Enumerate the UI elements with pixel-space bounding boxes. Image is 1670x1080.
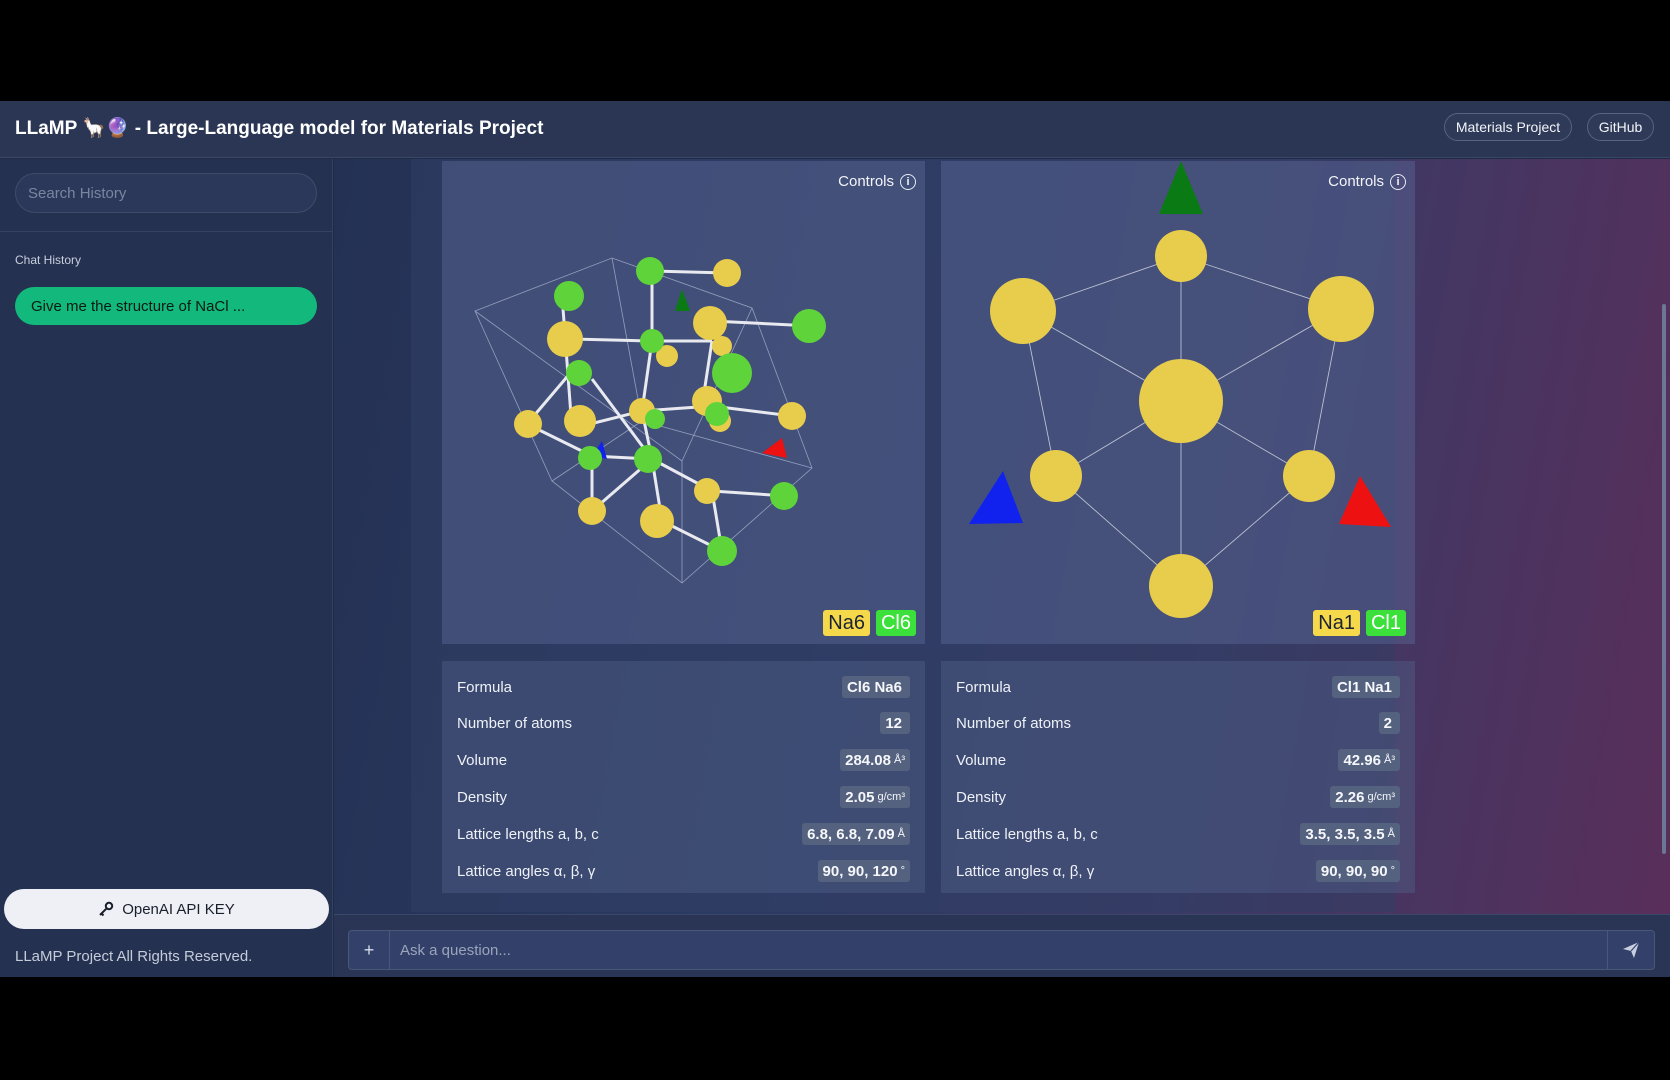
structure-properties-nacl-6: Formula Cl6 Na6 Number of atoms 12 Volum…: [442, 661, 925, 893]
openai-api-key-label: OpenAI API KEY: [122, 900, 235, 918]
property-value: 90, 90, 120 °: [817, 860, 910, 882]
info-icon: i: [1390, 173, 1406, 190]
openai-api-key-button[interactable]: OpenAI API KEY: [4, 889, 329, 929]
info-icon: i: [900, 173, 916, 190]
property-label: Number of atoms: [956, 715, 1072, 732]
property-label: Formula: [457, 679, 513, 696]
structure-properties-nacl-1: Formula Cl1 Na1 Number of atoms 2 Volume…: [941, 661, 1415, 893]
property-value: Cl1 Na1: [1331, 676, 1400, 698]
search-history-input[interactable]: [15, 173, 317, 213]
controls-label: Controls: [838, 173, 894, 190]
property-row: Formula Cl6 Na6: [442, 671, 925, 705]
chlorine-badge: Cl6: [875, 610, 916, 636]
crystal-structure-3d: [969, 161, 1391, 618]
main-panel: Controls i: [334, 159, 1670, 977]
controls-label: Controls: [1328, 173, 1384, 190]
top-header: LLaMP 🦙🔮 - Large-Language model for Mate…: [0, 101, 1670, 158]
key-icon: [99, 901, 114, 917]
property-label: Volume: [457, 752, 508, 769]
chat-history-item-label: Give me the structure of NaCl ...: [31, 297, 246, 315]
sodium-badge: Na6: [823, 610, 870, 636]
property-row: Lattice angles α, β, γ 90, 90, 120 °: [442, 855, 925, 889]
github-link[interactable]: GitHub: [1587, 113, 1654, 141]
app-window: LLaMP 🦙🔮 - Large-Language model for Mate…: [0, 101, 1670, 977]
property-row: Number of atoms 2: [941, 707, 1415, 741]
property-row: Volume 284.08 Å³: [442, 744, 925, 778]
property-value: 2.26 g/cm³: [1330, 786, 1400, 808]
ask-question-input[interactable]: [390, 931, 1540, 969]
structure-viewer-nacl-6[interactable]: Controls i: [442, 161, 925, 644]
property-label: Number of atoms: [457, 715, 573, 732]
chat-input-box: +: [348, 930, 1655, 970]
property-value: 2: [1378, 712, 1400, 734]
property-label: Volume: [956, 752, 1007, 769]
property-row: Lattice lengths a, b, c 3.5, 3.5, 3.5 Å: [941, 818, 1415, 852]
property-row: Formula Cl1 Na1: [941, 671, 1415, 705]
structure-viewer-nacl-1[interactable]: Controls i: [941, 161, 1415, 644]
property-value: 3.5, 3.5, 3.5 Å: [1300, 823, 1400, 845]
crystal-structure-3d: [474, 257, 826, 584]
property-label: Lattice angles α, β, γ: [956, 863, 1095, 880]
property-row: Density 2.05 g/cm³: [442, 781, 925, 815]
chat-message-area: Controls i: [411, 159, 1415, 912]
property-label: Lattice angles α, β, γ: [457, 863, 596, 880]
property-row: Lattice lengths a, b, c 6.8, 6.8, 7.09 Å: [442, 818, 925, 852]
property-row: Number of atoms 12: [442, 707, 925, 741]
property-value: 6.8, 6.8, 7.09 Å: [802, 823, 910, 845]
app-title: LLaMP 🦙🔮 - Large-Language model for Mate…: [15, 118, 544, 139]
chat-history-item[interactable]: Give me the structure of NaCl ...: [15, 287, 317, 325]
property-label: Formula: [956, 679, 1012, 696]
footer-text: LLaMP Project All Rights Reserved.: [15, 948, 253, 965]
property-value: 42.96 Å³: [1338, 749, 1400, 771]
element-badges: Na1 Cl1: [1313, 610, 1406, 636]
scrollbar[interactable]: [1662, 304, 1666, 854]
chat-input-bar: +: [334, 914, 1670, 977]
plus-icon: +: [363, 939, 375, 960]
chat-history-label: Chat History: [15, 253, 82, 267]
element-badges: Na6 Cl6: [823, 610, 916, 636]
property-value: 2.05 g/cm³: [840, 786, 910, 808]
property-row: Density 2.26 g/cm³: [941, 781, 1415, 815]
property-row: Lattice angles α, β, γ 90, 90, 90 °: [941, 855, 1415, 889]
add-attachment-button[interactable]: +: [349, 931, 390, 969]
sidebar-divider: [0, 231, 332, 232]
property-label: Density: [457, 789, 508, 806]
property-value: 90, 90, 90 °: [1315, 860, 1400, 882]
sidebar: Chat History Give me the structure of Na…: [0, 159, 333, 977]
property-row: Volume 42.96 Å³: [941, 744, 1415, 778]
controls-toggle[interactable]: Controls i: [838, 173, 916, 190]
property-label: Lattice lengths a, b, c: [956, 826, 1098, 843]
sodium-badge: Na1: [1313, 610, 1360, 636]
send-icon: [1623, 941, 1640, 958]
property-value: 12: [880, 712, 910, 734]
send-button[interactable]: [1607, 931, 1654, 969]
controls-toggle[interactable]: Controls i: [1328, 173, 1406, 190]
materials-project-link[interactable]: Materials Project: [1444, 113, 1572, 141]
chlorine-badge: Cl1: [1365, 610, 1406, 636]
property-value: 284.08 Å³: [840, 749, 910, 771]
property-label: Lattice lengths a, b, c: [457, 826, 599, 843]
property-value: Cl6 Na6: [841, 676, 910, 698]
property-label: Density: [956, 789, 1007, 806]
